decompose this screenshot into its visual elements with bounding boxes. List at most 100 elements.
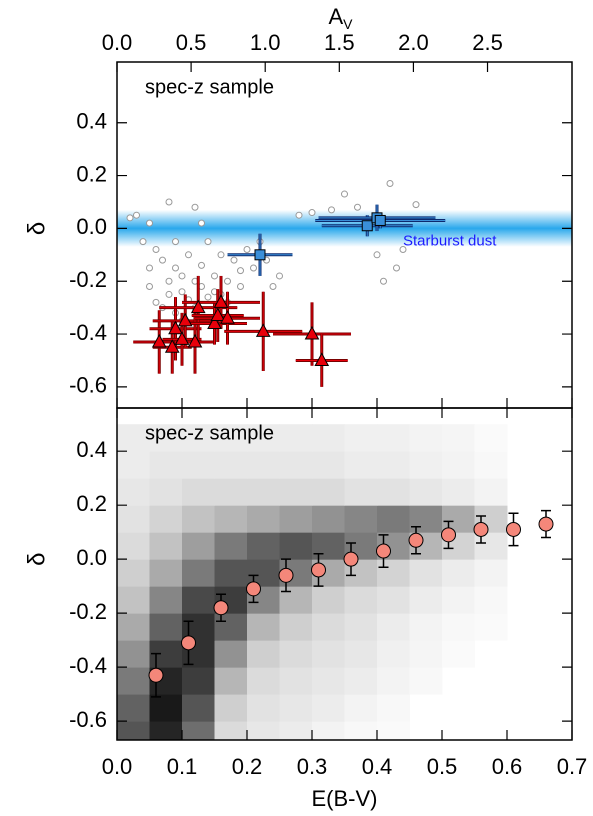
point	[224, 277, 231, 285]
heatmap-cell	[214, 424, 248, 452]
heatmap-cell	[182, 721, 215, 740]
heatmap-cell	[344, 424, 378, 452]
heatmap-cell	[377, 451, 410, 479]
heatmap-cell	[247, 532, 280, 560]
heatmap-cell	[474, 478, 508, 506]
heatmap-cell	[247, 613, 280, 641]
heatmap-cell	[409, 586, 443, 614]
heatmap-cell	[182, 586, 215, 614]
heatmap-cell	[117, 451, 150, 479]
point	[386, 179, 394, 187]
heatmap-cell	[344, 586, 378, 614]
y-tick-label: -0.6	[69, 373, 107, 398]
heatmap-cell	[279, 505, 313, 533]
y-tick-label: -0.6	[69, 707, 107, 732]
point	[146, 283, 153, 291]
x-tick-label: 0.3	[297, 754, 328, 779]
heatmap-cell	[279, 478, 313, 506]
x2-tick-label: 1.0	[250, 30, 281, 55]
heatmap-cell	[117, 478, 150, 506]
point	[207, 315, 222, 329]
x2-tick-label: 0.5	[176, 30, 207, 55]
heatmap-cell	[474, 586, 508, 614]
x-axis-label: E(B-V)	[312, 786, 378, 811]
x2-label-main: A	[328, 4, 343, 29]
point	[185, 251, 192, 259]
point	[165, 198, 173, 206]
point	[243, 246, 251, 254]
heatmap-cell	[474, 613, 508, 641]
point	[187, 333, 203, 348]
point	[230, 256, 238, 264]
heatmap-cell	[247, 478, 280, 506]
heatmap-cell	[409, 505, 443, 533]
heatmap-cell	[149, 559, 183, 587]
heatmap-cell	[149, 478, 183, 506]
point	[538, 516, 554, 532]
y-tick-label: -0.2	[69, 599, 107, 624]
heatmap-cell	[149, 721, 183, 740]
heatmap-cell	[182, 478, 215, 506]
heatmap-cell	[474, 559, 508, 587]
heatmap-cell	[344, 613, 378, 641]
heatmap-cell	[344, 640, 378, 668]
heatmap-cell	[377, 667, 410, 695]
point	[220, 310, 235, 324]
heatmap-cell	[182, 694, 215, 722]
heatmap-cell	[149, 532, 183, 560]
point	[269, 283, 277, 291]
point	[165, 277, 173, 285]
heatmap-cell	[279, 451, 313, 479]
heatmap-cell	[377, 505, 410, 533]
heatmap-cell	[117, 640, 150, 668]
point	[168, 320, 183, 335]
x-tick-label: 0.2	[232, 754, 263, 779]
point	[473, 521, 489, 537]
y-tick-label: -0.4	[69, 320, 107, 345]
heatmap-cell	[344, 721, 378, 740]
point	[210, 307, 226, 322]
heatmap-cell	[182, 451, 215, 479]
heatmap-cell	[214, 532, 248, 560]
y-tick-label: 0.4	[76, 109, 107, 134]
point	[178, 272, 186, 280]
point	[380, 277, 387, 285]
point	[177, 312, 193, 327]
heatmap-cell	[247, 451, 280, 479]
point	[181, 635, 196, 651]
point	[374, 214, 386, 226]
point	[146, 219, 153, 227]
y-tick-label: -0.2	[69, 267, 107, 292]
heatmap-cell	[377, 424, 410, 452]
x-tick-label: 0.4	[362, 754, 393, 779]
heatmap-cell	[214, 694, 248, 722]
heatmap-cell	[182, 505, 215, 533]
x-tick-label: 0.1	[167, 754, 198, 779]
point	[328, 206, 335, 214]
point	[178, 288, 186, 296]
heatmap-cell	[279, 424, 313, 452]
plot-frame	[116, 407, 573, 741]
point	[217, 251, 225, 259]
heatmap-cell	[214, 721, 248, 740]
point	[237, 267, 244, 275]
heatmap-cell	[344, 667, 378, 695]
heatmap-cell	[409, 613, 443, 641]
heatmap-cell	[409, 640, 443, 668]
point	[164, 339, 180, 353]
heatmap-cell	[442, 586, 475, 614]
point	[304, 325, 320, 340]
heatmap-cell	[409, 559, 443, 587]
heatmap-cell	[214, 559, 248, 587]
heatmap-cell	[117, 667, 150, 695]
point	[152, 298, 160, 306]
point	[308, 209, 316, 217]
point	[314, 352, 330, 366]
point	[204, 238, 212, 246]
heatmap-cell	[312, 424, 345, 452]
x-tick-label: 0.7	[557, 754, 588, 779]
heatmap-cell	[182, 559, 215, 587]
heatmap-cell	[279, 694, 313, 722]
point	[213, 294, 229, 308]
heatmap-cell	[149, 586, 183, 614]
